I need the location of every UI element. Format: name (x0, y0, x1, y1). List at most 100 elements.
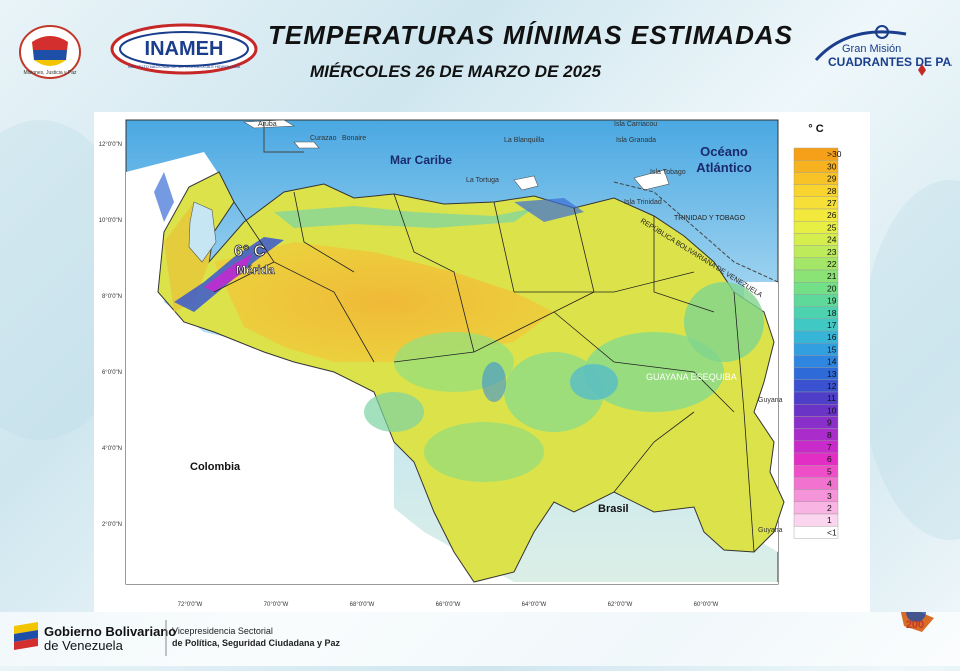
cool-zone (424, 422, 544, 482)
venezuela-flag-icon (14, 622, 38, 650)
lat-tick: 4°0'0"N (102, 446, 122, 452)
legend-label: 18 (827, 308, 837, 318)
map-panel: Aruba Curazao Bonaire Isla Carriacou Isl… (94, 112, 870, 612)
legend-label: 10 (827, 405, 837, 415)
legend-label: 24 (827, 235, 837, 245)
perija-cold-zone (154, 172, 174, 222)
footer-vice-line2: de Política, Seguridad Ciudadana y Paz (172, 638, 341, 648)
legend-label: 20 (827, 283, 837, 293)
margarita-island (513, 175, 539, 191)
legend-unit: ° C (808, 123, 823, 135)
label-guayana-esequiba: GUAYANA ESEQUIBA (646, 372, 737, 382)
legend-label: 23 (827, 247, 837, 257)
legend-label: 25 (827, 222, 837, 232)
label-brasil: Brasil (598, 503, 629, 515)
label-trinidad: Isla Trinidad (624, 199, 662, 206)
legend-label: >30 (827, 149, 842, 159)
temperature-legend: ° C >30 30 29 28 27 26 25 24 23 22 21 20 19 18 17 16 15 1… (780, 112, 860, 557)
coat-of-arms-emblem: Misiones, Justicia y Paz (19, 25, 81, 79)
legend-label: 15 (827, 344, 837, 354)
page-date: MIÉRCOLES 26 DE MARZO DE 2025 (310, 62, 601, 81)
label-aruba: Aruba (258, 121, 277, 128)
page-title: TEMPERATURAS MÍNIMAS ESTIMADAS (268, 20, 793, 50)
legend-label: 28 (827, 186, 837, 196)
inameh-subtitle: INSTITUTO NACIONAL DE METEOROLOGÍA E HID… (128, 64, 241, 69)
inameh-wordmark: INAMEH (145, 38, 224, 60)
label-guyana-south: Guyana (758, 527, 783, 534)
legend-scale: ° C >30302928272625242322212019181716151… (793, 123, 842, 539)
cold-zone (570, 364, 618, 400)
state-borders (213, 191, 755, 553)
legend-label: 12 (827, 381, 837, 391)
footer-gov-line2: de Venezuela (44, 638, 124, 653)
lon-tick: 62°0'0"W (608, 602, 633, 608)
lon-tick: 72°0'0"W (178, 602, 203, 608)
andes-purple-core (204, 254, 252, 292)
legend-label: 27 (827, 198, 837, 208)
legend-label: 17 (827, 320, 837, 330)
footer-vice-line1: Vicepresidencia Sectorial (172, 626, 273, 636)
legend-label: 9 (827, 418, 832, 428)
lat-tick: 6°0'0"N (102, 370, 122, 376)
cold-zone (482, 362, 506, 402)
legend-label: 26 (827, 210, 837, 220)
legend-label: 13 (827, 369, 837, 379)
lon-tick: 70°0'0"W (264, 602, 289, 608)
legend-label: 2 (827, 503, 832, 513)
legend-label: 1 (827, 515, 832, 525)
trinidad-island (633, 169, 670, 191)
legend-label: 3 (827, 491, 832, 501)
coastal-range-cool (274, 206, 534, 228)
legend-label: 11 (827, 393, 836, 403)
label-trinidad-tobago: TRINIDAD Y TOBAGO (674, 215, 746, 222)
temperature-map: Aruba Curazao Bonaire Isla Carriacou Isl… (99, 119, 785, 608)
aruba-island (242, 119, 296, 129)
legend-label: 14 (827, 357, 837, 367)
label-granada: Isla Granada (616, 137, 656, 144)
cool-zone (364, 392, 424, 432)
map-pin-icon (918, 64, 926, 76)
lon-tick: 68°0'0"W (350, 602, 375, 608)
lat-tick: 12°0'0"N (99, 142, 122, 148)
lon-tick: 60°0'0"W (694, 602, 719, 608)
label-oceano-1: Océano (700, 144, 748, 159)
gran-mision-logo: Gran Misión CUADRANTES DE PAZ (814, 25, 952, 76)
lake-maracaibo (188, 201, 217, 263)
cool-zone (684, 282, 764, 362)
legend-label: <1 (827, 527, 837, 537)
label-la-tortuga: La Tortuga (466, 177, 499, 184)
lat-tick: 8°0'0"N (102, 294, 122, 300)
legend-label: 4 (827, 479, 832, 489)
mision-line2: CUADRANTES DE PAZ (828, 55, 952, 69)
legend-label: 7 (827, 442, 832, 452)
maritime-border (263, 122, 304, 153)
legend-label: 6 (827, 454, 832, 464)
label-la-blanquilla: La Blanquilla (504, 137, 544, 144)
mision-line1: Gran Misión (842, 43, 901, 55)
label-tobago: Isla Tobago (650, 169, 686, 176)
legend-label: 21 (827, 271, 837, 281)
label-guyana-north: Guyana (758, 397, 783, 404)
label-oceano-2: Atlántico (696, 160, 752, 175)
legend-label: 19 (827, 296, 837, 306)
cool-zone (584, 332, 724, 412)
background-swirl (860, 180, 960, 540)
footer-band (0, 612, 960, 666)
lon-tick: 66°0'0"W (436, 602, 461, 608)
lon-tick: 64°0'0"W (522, 602, 547, 608)
emblem-text: Misiones, Justicia y Paz (23, 70, 77, 76)
lat-tick: 2°0'0"N (102, 522, 122, 528)
legend-label: 8 (827, 430, 832, 440)
footer-gov-line1: Gobierno Bolivariano (44, 624, 176, 639)
label-city-temp: 6° C (234, 243, 266, 260)
label-colombia: Colombia (190, 461, 241, 473)
label-curazao: Curazao (310, 135, 337, 142)
badge-number: 200 (906, 619, 924, 631)
label-carriacou: Isla Carriacou (614, 121, 657, 128)
legend-label: 5 (827, 466, 832, 476)
legend-label: 22 (827, 259, 837, 269)
label-mar-caribe: Mar Caribe (390, 153, 452, 167)
maritime-border (613, 181, 779, 283)
coastal-cold-spot (514, 198, 584, 222)
legend-label: 16 (827, 332, 837, 342)
